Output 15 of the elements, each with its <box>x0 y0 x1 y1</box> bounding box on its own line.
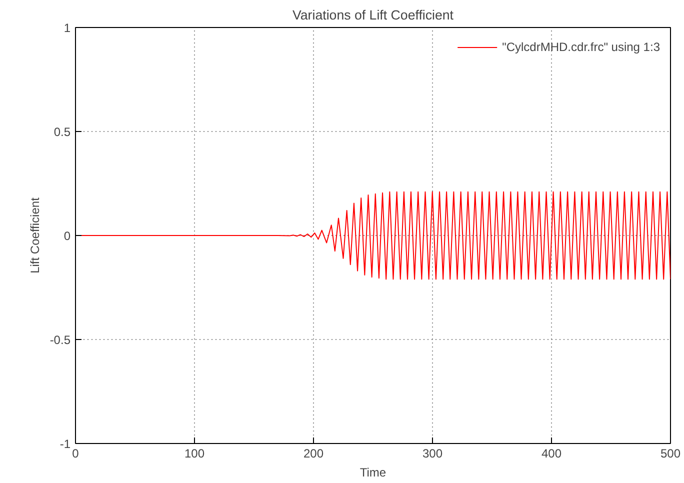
y-tick-label: -1 <box>60 437 71 451</box>
x-tick-label: 300 <box>422 446 443 460</box>
y-tick-label: 1 <box>64 21 71 35</box>
legend-label: "CylcdrMHD.cdr.frc" using 1:3 <box>502 40 660 54</box>
x-tick-label: 0 <box>72 446 80 460</box>
x-tick-label: 100 <box>184 446 205 460</box>
x-axis-title: Time <box>360 466 386 480</box>
chart-title: Variations of Lift Coefficient <box>292 8 454 22</box>
x-tick-label: 400 <box>541 446 562 460</box>
x-tick-label: 200 <box>303 446 324 460</box>
y-tick-label: 0.5 <box>54 125 71 139</box>
x-tick-label: 500 <box>660 446 681 460</box>
y-tick-label: -0.5 <box>50 333 71 347</box>
y-axis-title: Lift Coefficient <box>28 196 42 274</box>
y-tick-label: 0 <box>64 229 71 243</box>
